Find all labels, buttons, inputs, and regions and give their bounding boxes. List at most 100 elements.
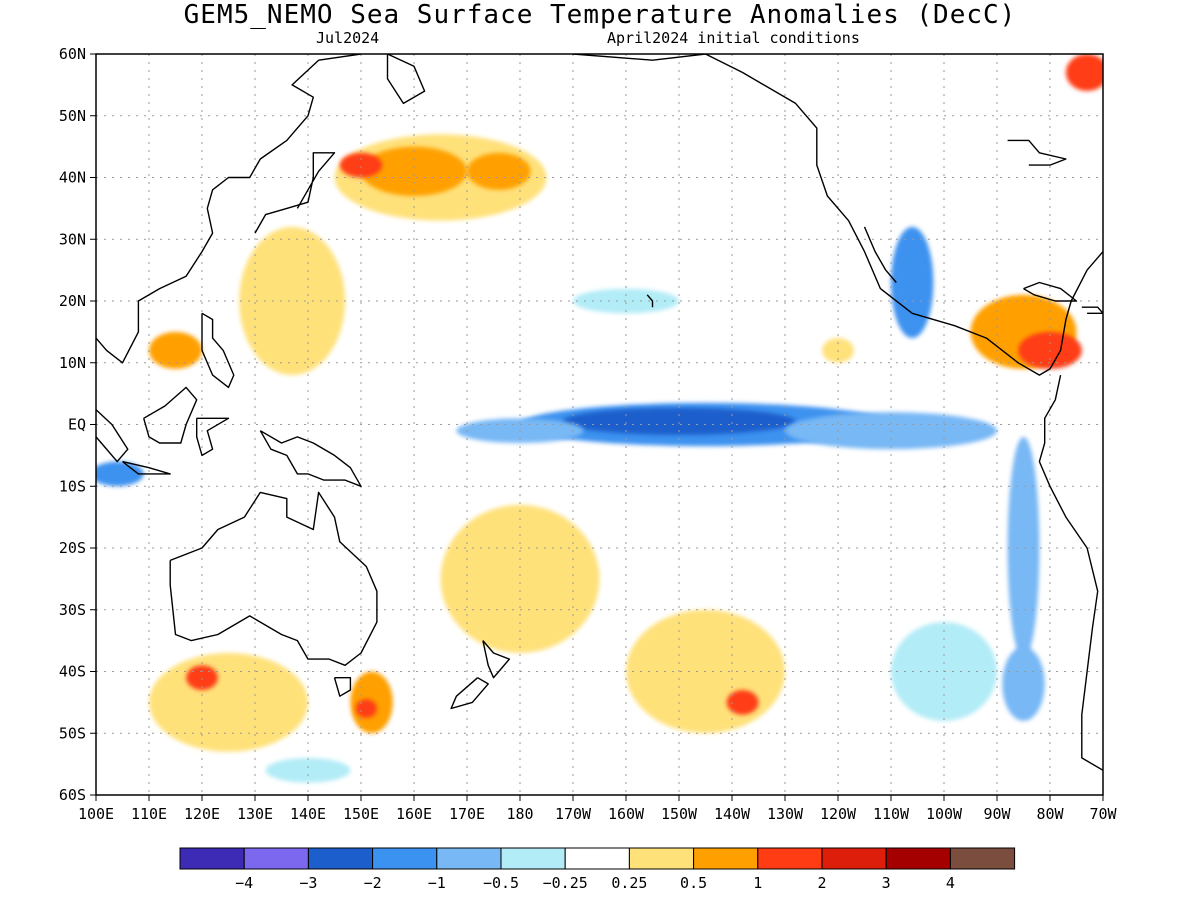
anomaly-region [1007,436,1040,660]
legend-label: −2 [364,874,382,892]
legend-swatch [693,847,759,870]
lat-tick-label: 30S [59,601,86,619]
coastlines [96,54,1103,771]
anomaly-region [562,407,796,435]
legend-label: −1 [428,874,446,892]
coastline-kamchatka [386,54,426,105]
anomaly-region [339,152,383,178]
legend-swatch [372,847,438,870]
coastline-sumatra [96,408,129,463]
lon-tick-label: 170E [449,805,485,823]
anomaly-region [440,504,600,653]
lat-tick-label: EQ [68,416,86,434]
lat-tick-label: 30N [59,230,86,248]
legend-label: 3 [882,874,891,892]
anomaly-region [361,146,467,197]
lon-tick-label: 130W [767,805,804,823]
anomaly-region [891,226,934,339]
lat-tick-label: 50S [59,724,86,742]
legend-swatch [307,847,374,870]
coastline-japan [254,152,336,234]
lon-tick-label: 120E [184,805,220,823]
lat-tick-label: 20S [59,539,86,557]
legend-swatch [628,847,695,870]
coastline-philippines [201,312,235,389]
legend-swatch [243,847,309,870]
anomaly-region [726,690,759,715]
lat-tick-label: 10N [59,354,86,372]
lat-tick-label: 40S [59,663,86,681]
latitude-axis: 60N 50N 40N 30N 20N 10N EQ 10S 20S 30S 40S 50S 60S [59,45,96,804]
anomaly-region [1002,646,1045,721]
legend-label: −4 [235,874,253,892]
lon-tick-label: 140W [714,805,751,823]
coastline-cuba [1023,281,1078,302]
legend-swatch [436,847,502,870]
coastline-borneo [143,386,198,444]
lon-tick-label: 180 [506,805,533,823]
coastline-new-guinea [259,430,362,487]
anomaly-region [467,152,531,190]
anomaly-region [239,226,346,376]
coastline-great-lakes [1007,139,1067,166]
anomaly-region [265,757,351,783]
legend-label: −0.25 [543,874,588,892]
lon-tick-label: 150E [343,805,379,823]
lon-tick-label: 100E [78,805,114,823]
lon-tick-label: 130E [237,805,273,823]
map-title: GEM5_NEMO Sea Surface Temperature Anomal… [183,0,1017,30]
coastline-new-zealand-north [482,640,511,679]
coastline-australia [169,491,378,666]
legend-swatch [885,847,951,870]
lat-tick-label: 20N [59,292,86,310]
lon-tick-label: 80W [1036,805,1064,823]
coastline-hawaii [646,294,654,308]
lat-tick-label: 60N [59,45,86,63]
lon-tick-label: 70W [1089,805,1117,823]
legend-swatch [179,847,245,870]
legend-label: 0.25 [611,874,647,892]
longitude-axis: 100E 110E 120E 130E 140E 150E 160E 170E 180 170W 1… [78,795,1118,823]
lon-tick-label: 160W [608,805,645,823]
legend-label: 1 [753,874,762,892]
lat-tick-label: 10S [59,477,86,495]
coastline-java [122,460,171,475]
anomaly-region [149,331,202,369]
lon-tick-label: 110W [873,805,910,823]
lat-tick-label: 40N [59,169,86,187]
lon-tick-label: 170W [555,805,592,823]
coastline-south-america [1038,374,1103,771]
lon-tick-label: 160E [396,805,432,823]
legend-label: 0.5 [680,874,707,892]
legend-swatch [949,847,1016,870]
lon-tick-label: 100W [926,805,963,823]
coastline-east-asia [96,54,362,364]
lon-tick-label: 150W [661,805,698,823]
anomaly-region [355,699,377,718]
grid-lines [96,54,1103,795]
forecast-month: Jul2024 [316,29,380,47]
coastline-new-zealand-south [450,677,489,710]
lon-tick-label: 110E [131,805,167,823]
legend-swatch [821,847,887,870]
coastline-tasmania [333,677,352,697]
coastline-sulawesi [195,417,230,457]
coastline-gulf-of-california [863,226,897,283]
coastline-hispaniola [1081,306,1103,314]
anomaly-region [149,652,308,752]
lon-tick-label: 120W [820,805,857,823]
anomaly-region [1065,54,1103,92]
lat-tick-label: 50N [59,107,86,125]
legend-swatch [757,847,823,870]
lon-tick-label: 140E [290,805,326,823]
legend-label: 4 [946,874,955,892]
anomaly-region [96,461,144,487]
lon-tick-label: 90W [983,805,1011,823]
legend-label: −0.5 [483,874,519,892]
lat-tick-label: 60S [59,786,86,804]
legend-swatch [500,847,566,870]
legend-label: −3 [299,874,317,892]
legend-label: 2 [817,874,826,892]
legend-swatch [564,847,630,870]
